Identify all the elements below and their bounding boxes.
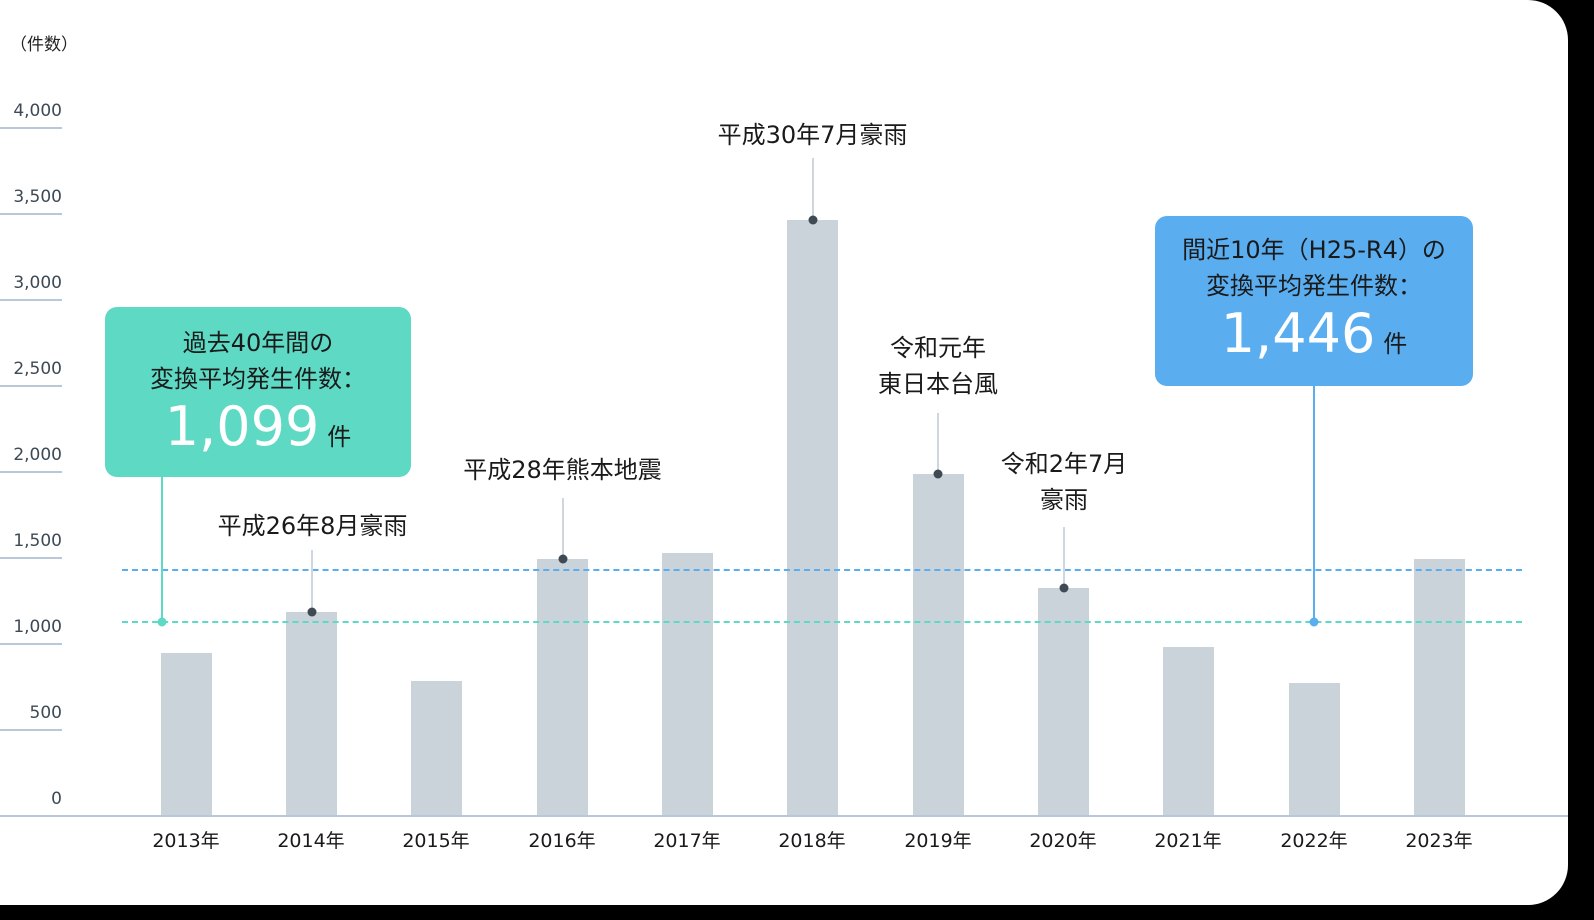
leader-10yr [1313, 386, 1315, 622]
bar-2021 [1163, 647, 1214, 816]
x-axis-baseline [0, 815, 1568, 817]
leader-2019 [937, 413, 939, 474]
marker-dot-2018 [808, 215, 818, 225]
x-label-2015: 2015年 [402, 830, 470, 852]
x-label-2014: 2014年 [277, 830, 345, 852]
marker-dot-2016 [558, 554, 568, 564]
x-label-2013: 2013年 [152, 830, 220, 852]
annotation-2019: 令和元年 東日本台風 [878, 334, 998, 398]
marker-dot-2019 [933, 469, 943, 479]
leader-2014 [311, 550, 313, 612]
x-label-2019: 2019年 [904, 830, 972, 852]
y-tick-4000: 4,000 [0, 101, 62, 129]
y-tick-2000: 2,000 [0, 445, 62, 473]
marker-dot-40yr [157, 617, 167, 627]
avg-40yr-line [122, 621, 1522, 623]
x-label-2018: 2018年 [778, 830, 846, 852]
x-label-2017: 2017年 [653, 830, 721, 852]
leader-2018 [812, 158, 814, 220]
bar-2016 [537, 559, 588, 816]
bar-2013 [161, 653, 212, 816]
x-label-2016: 2016年 [528, 830, 596, 852]
bar-2018 [787, 220, 838, 816]
chart-card: （件数） 4,000 3,500 3,000 2,500 2,000 1,500… [0, 0, 1568, 905]
marker-dot-2014 [307, 607, 317, 617]
callout-40yr-average: 過去40年間の 変換平均発生件数： 1,099 件 [105, 307, 411, 477]
annotation-2020: 令和2年7月 豪雨 [1000, 450, 1128, 514]
x-label-2020: 2020年 [1029, 830, 1097, 852]
bar-2020 [1038, 588, 1089, 816]
y-tick-1500: 1,500 [0, 531, 62, 559]
bar-2014 [286, 612, 337, 816]
x-label-2022: 2022年 [1280, 830, 1348, 852]
y-tick-2500: 2,500 [0, 359, 62, 387]
x-label-2021: 2021年 [1154, 830, 1222, 852]
leader-2020 [1063, 527, 1065, 588]
bar-2017 [662, 553, 713, 816]
callout-10yr-average: 間近10年（H25-R4）の 変換平均発生件数： 1,446 件 [1155, 216, 1473, 386]
y-tick-3500: 3,500 [0, 187, 62, 215]
y-tick-1000: 1,000 [0, 617, 62, 645]
y-tick-500: 500 [0, 703, 62, 731]
marker-dot-2020 [1059, 583, 1069, 593]
annotation-2014: 平成26年8月豪雨 [217, 512, 408, 540]
bar-2022 [1289, 683, 1340, 816]
leader-40yr [161, 476, 163, 622]
bar-2015 [411, 681, 462, 816]
annotation-2016: 平成28年熊本地震 [463, 456, 662, 484]
annotation-2018: 平成30年7月豪雨 [717, 121, 908, 149]
bar-2019 [913, 474, 964, 816]
bar-2023 [1414, 559, 1465, 816]
avg-10yr-line [122, 569, 1522, 571]
leader-2016 [562, 498, 564, 559]
x-label-2023: 2023年 [1405, 830, 1473, 852]
y-tick-3000: 3,000 [0, 273, 62, 301]
y-axis-unit: （件数） [10, 35, 78, 55]
y-tick-0: 0 [51, 789, 62, 809]
marker-dot-10yr [1309, 617, 1319, 627]
